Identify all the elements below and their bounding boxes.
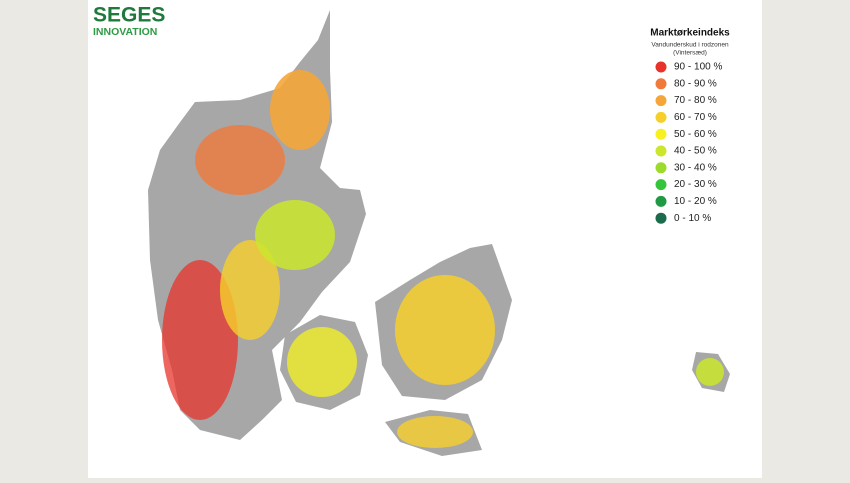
region-east-jutland [255, 200, 335, 270]
region-himmerland [195, 125, 285, 195]
legend-swatch [655, 162, 667, 174]
region-lolland [397, 416, 473, 448]
legend-label: 90 - 100 % [674, 62, 722, 73]
logo-name: SEGES [93, 4, 165, 27]
legend-label: 30 - 40 % [674, 162, 717, 173]
legend-swatch [655, 61, 667, 73]
legend-title: Marktørkeindeks [650, 28, 730, 39]
legend-label: 70 - 80 % [674, 95, 717, 106]
region-bornholm [696, 358, 724, 386]
legend-label: 60 - 70 % [674, 112, 717, 123]
legend-swatch [655, 111, 667, 123]
legend-note: (Vintersæd) [673, 50, 707, 57]
region-west [162, 260, 238, 420]
legend-label: 20 - 30 % [674, 179, 717, 190]
legend-label: 40 - 50 % [674, 146, 717, 157]
region-central [220, 240, 280, 340]
legend-swatch [655, 128, 667, 140]
legend: 90 - 100 % 80 - 90 % 70 - 80 % 60 - 70 % 50 … [655, 61, 722, 224]
region-funen [287, 327, 357, 397]
logo-sub: INNOVATION [93, 26, 157, 38]
denmark-map [148, 10, 730, 456]
legend-swatch [655, 78, 667, 90]
legend-swatch [655, 95, 667, 107]
legend-swatch [655, 145, 667, 157]
legend-label: 10 - 20 % [674, 196, 717, 207]
region-zealand [395, 275, 495, 385]
legend-subtitle: Vandunderskud i rodzonen [651, 42, 729, 49]
legend-label: 0 - 10 % [674, 213, 711, 224]
legend-swatch [655, 179, 667, 191]
legend-label: 80 - 90 % [674, 78, 717, 89]
legend-label: 50 - 60 % [674, 129, 717, 140]
region-north [270, 70, 330, 150]
legend-swatch [655, 212, 667, 224]
legend-swatch [655, 195, 667, 207]
